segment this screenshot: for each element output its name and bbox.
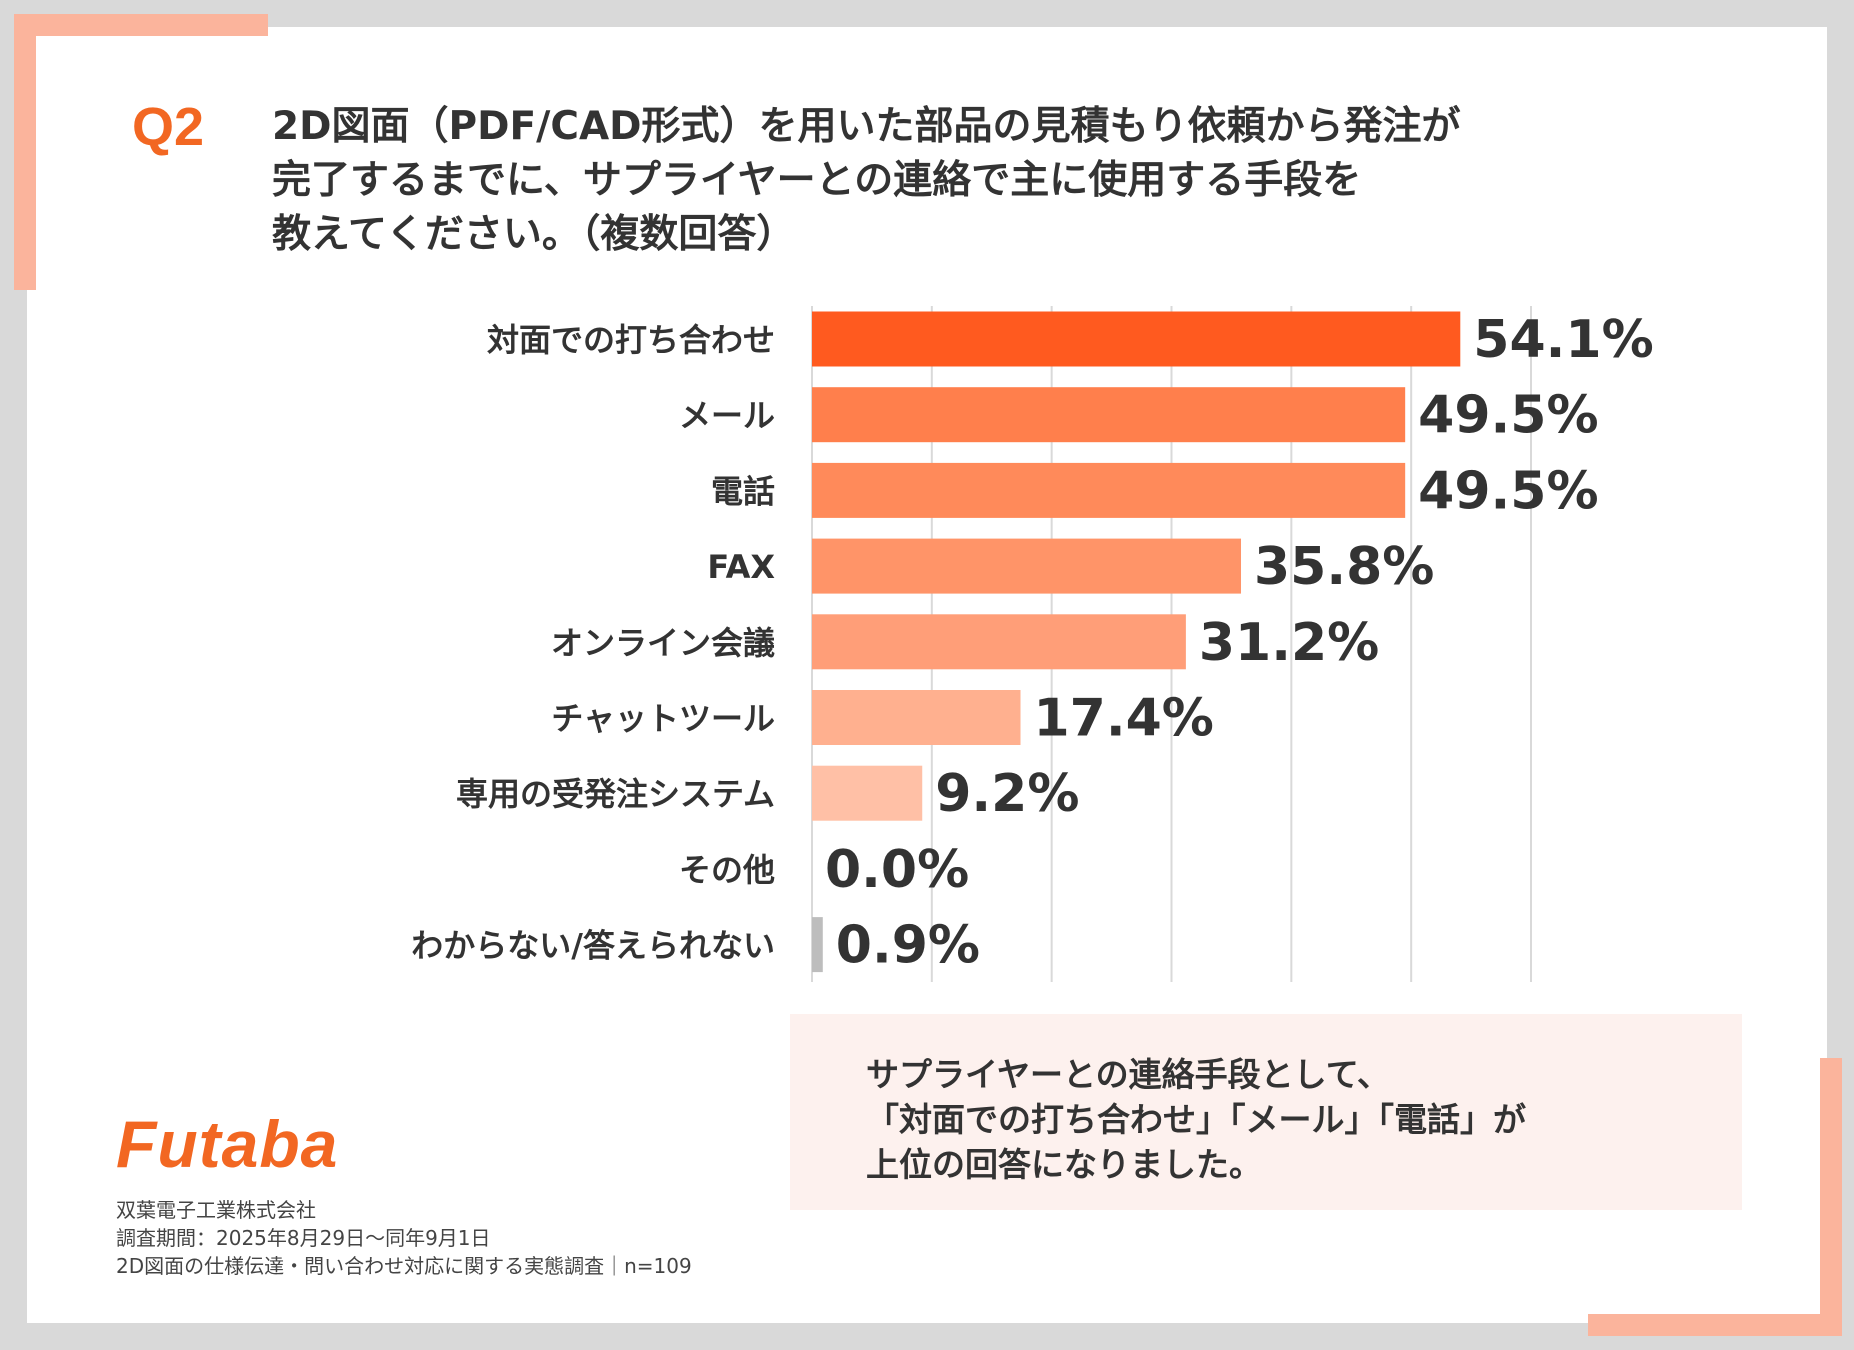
bar <box>812 387 1406 443</box>
footer-info: 双葉電子工業株式会社 調査期間：2025年8月29日〜同年9月1日 2D図面の仕… <box>116 1196 692 1280</box>
frame-accent-bottom-right-vertical <box>1820 1058 1842 1336</box>
value-label: 9.2% <box>935 764 1079 824</box>
frame-accent-top-left-vertical <box>14 14 36 290</box>
bar <box>812 311 1461 367</box>
value-label: 31.2% <box>1199 613 1379 673</box>
summary-line: 上位の回答になりました。 <box>866 1145 1262 1184</box>
category-label: その他 <box>679 851 775 889</box>
question-text: 2D図面（PDF/CAD形式）を用いた部品の見積もり依頼から発注が 完了するまで… <box>272 100 1652 262</box>
bar <box>812 917 823 973</box>
category-label: 専用の受発注システム <box>456 775 775 813</box>
category-label: FAX <box>707 548 775 586</box>
question-line: 教えてください。（複数回答） <box>272 212 796 257</box>
question-line: 2D図面（PDF/CAD形式）を用いた部品の見積もり依頼から発注が <box>272 104 1461 149</box>
category-label: オンライン会議 <box>551 624 775 662</box>
category-label: わからない/答えられない <box>411 927 775 965</box>
value-label: 35.8% <box>1254 537 1434 597</box>
value-label: 0.0% <box>825 840 969 900</box>
value-label: 0.9% <box>836 916 980 976</box>
category-label: チャットツール <box>551 700 775 738</box>
survey-title: 2D図面の仕様伝達・問い合わせ対応に関する実態調査｜n=109 <box>116 1254 692 1278</box>
value-label: 17.4% <box>1034 689 1214 749</box>
frame-accent-top-left <box>14 14 268 36</box>
summary-line: 「対面での打ち合わせ」「メール」「電話」が <box>866 1100 1526 1139</box>
question-number: Q2 <box>132 97 205 157</box>
category-label: メール <box>679 397 775 435</box>
bar <box>812 765 923 821</box>
frame-accent-bottom-right <box>1588 1314 1842 1336</box>
company-name: 双葉電子工業株式会社 <box>116 1198 316 1222</box>
futaba-logo: Futaba <box>116 1107 339 1181</box>
category-label: 対面での打ち合わせ <box>487 321 775 359</box>
bar <box>812 614 1186 670</box>
summary-text: サプライヤーとの連絡手段として、 「対面での打ち合わせ」「メール」「電話」が 上… <box>866 1052 1526 1187</box>
bar <box>812 690 1021 745</box>
category-label: 電話 <box>711 472 775 510</box>
bar-chart: 対面での打ち合わせ 54.1% メール 49.5% 電話 49.5% FAX 35.8% オンラ… <box>411 306 1654 982</box>
bar <box>812 462 1406 518</box>
value-label: 54.1% <box>1473 310 1653 370</box>
summary-box: サプライヤーとの連絡手段として、 「対面での打ち合わせ」「メール」「電話」が 上… <box>790 1014 1742 1210</box>
survey-period: 調査期間：2025年8月29日〜同年9月1日 <box>116 1226 491 1250</box>
question-line: 完了するまでに、サプライヤーとの連絡で主に使用する手段を <box>272 158 1362 203</box>
bar <box>812 538 1242 594</box>
value-label: 49.5% <box>1418 461 1598 521</box>
summary-line: サプライヤーとの連絡手段として、 <box>866 1055 1391 1094</box>
value-label: 49.5% <box>1418 386 1598 446</box>
